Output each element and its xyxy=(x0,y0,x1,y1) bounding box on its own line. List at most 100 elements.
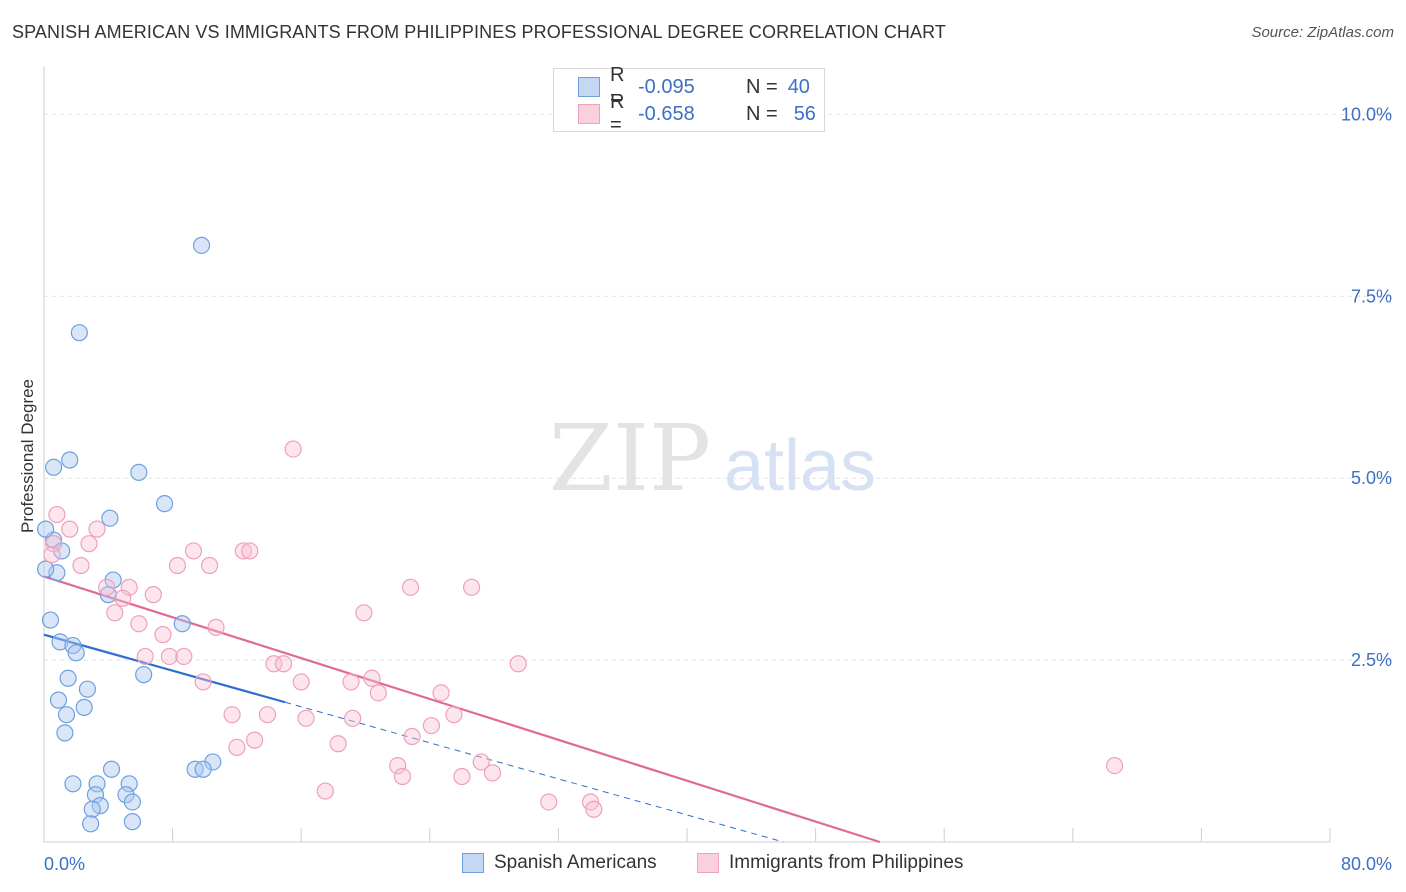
legend-swatch-pink xyxy=(578,104,600,124)
philippines-point xyxy=(483,764,502,782)
philippines-point xyxy=(144,586,162,604)
r-value: -0.658 xyxy=(638,102,695,125)
philippines-point xyxy=(585,800,603,818)
philippines-point xyxy=(1105,756,1124,775)
spanish-american-point xyxy=(75,698,93,716)
n-value: 40 xyxy=(787,75,810,98)
spanish-american-point xyxy=(123,813,142,831)
data-points xyxy=(37,236,1124,833)
philippines-point xyxy=(258,706,277,724)
r-value: -0.095 xyxy=(638,75,695,98)
philippines-point xyxy=(329,735,347,753)
spanish-american-point xyxy=(135,666,153,684)
philippines-point xyxy=(160,647,178,666)
philippines-point xyxy=(453,767,471,786)
n-label: N = xyxy=(746,75,778,98)
philippines-point xyxy=(265,655,283,673)
spanish-american-point xyxy=(37,560,55,578)
watermark-atlas: atlas xyxy=(724,426,876,506)
axes xyxy=(43,66,1331,843)
spanish-american-point xyxy=(59,669,77,687)
n-value: 56 xyxy=(793,102,816,125)
spanish-american-point xyxy=(91,797,109,815)
spanish-american-point xyxy=(41,611,60,629)
spanish-american-point xyxy=(70,324,88,342)
legend-swatch-blue xyxy=(578,77,600,97)
legend-label: Immigrants from Philippines xyxy=(729,852,964,873)
philippines-point xyxy=(445,706,463,724)
grid-lines xyxy=(44,113,1392,661)
philippines-point xyxy=(175,647,193,666)
spanish-american-point xyxy=(194,760,212,778)
philippines-point xyxy=(106,604,124,622)
philippines-point xyxy=(43,545,61,564)
x-tick-label: 0.0% xyxy=(44,854,85,874)
legend-row-philippines: R = -0.658 N = 56 xyxy=(578,91,816,136)
philippines-point xyxy=(355,604,373,622)
legend-row-spanish: R = -0.095 N = 40 xyxy=(578,64,810,109)
trend-lines xyxy=(43,575,881,844)
philippines-point xyxy=(98,578,116,596)
philippines-point xyxy=(88,520,106,538)
philippines-point xyxy=(223,706,241,724)
philippines-point xyxy=(369,684,387,702)
philippines-point xyxy=(389,756,407,775)
philippines-point xyxy=(184,542,203,560)
philippines-point xyxy=(401,578,420,596)
philippines-point xyxy=(284,440,302,458)
r-label: R = xyxy=(610,91,625,136)
spanish-american-point xyxy=(37,520,55,538)
r-label: R = xyxy=(610,64,625,109)
watermark: ZIP atlas xyxy=(549,405,876,512)
spanish-american-point xyxy=(88,775,106,793)
philippines-point xyxy=(120,578,138,596)
philippines-point xyxy=(45,535,63,553)
y-tick-label: 7.5% xyxy=(1351,286,1392,306)
philippines-point xyxy=(422,716,441,735)
spanish-american-point xyxy=(101,509,119,527)
y-tick-label: 2.5% xyxy=(1351,650,1392,670)
philippines-point xyxy=(274,655,293,673)
philippines-point xyxy=(509,655,527,673)
philippines-point xyxy=(342,673,360,691)
philippines-point xyxy=(207,618,225,636)
philippines-point xyxy=(292,673,310,691)
philippines-point xyxy=(393,767,412,786)
philippines-point xyxy=(72,556,90,575)
spanish-american-point xyxy=(64,775,82,793)
philippines-point xyxy=(245,731,264,749)
spanish-american-point xyxy=(192,236,211,254)
spanish-american-point xyxy=(123,793,142,811)
spanish-american-point xyxy=(120,775,138,793)
legend-label: Spanish Americans xyxy=(494,852,657,873)
spanish-american-point xyxy=(48,564,66,582)
stats-legend: R = -0.095 N = 40 R = -0.658 N = 56 xyxy=(553,64,825,136)
spanish-american-point xyxy=(45,458,63,476)
philippines-point xyxy=(154,626,172,644)
chart-title: SPANISH AMERICAN VS IMMIGRANTS FROM PHIL… xyxy=(12,22,946,42)
legend-spanish-americans: Spanish Americans xyxy=(462,852,657,874)
philippines-point xyxy=(363,669,381,687)
philippines-point xyxy=(200,556,219,575)
source-label: Source: ZipAtlas.com xyxy=(1251,24,1394,41)
philippines-point xyxy=(432,684,450,702)
philippines-point xyxy=(130,615,148,633)
spanish-american-point xyxy=(67,644,85,662)
spanish-american-point xyxy=(155,495,174,513)
philippines-point xyxy=(344,709,362,727)
spanish-american-point xyxy=(49,691,68,709)
philippines-point xyxy=(241,542,259,560)
philippines-point xyxy=(228,738,246,757)
legend-swatch-pink xyxy=(697,853,719,873)
spanish-american-point xyxy=(83,800,101,818)
legend-swatch-blue xyxy=(462,853,484,873)
spanish-american-point xyxy=(78,680,97,698)
spanish-american-point xyxy=(51,633,69,651)
philippines-point xyxy=(316,782,334,800)
philippines-point xyxy=(540,793,558,811)
philippines-point xyxy=(403,727,421,746)
x-tick-label: 80.0% xyxy=(1341,854,1392,874)
spanish-american-point xyxy=(57,706,76,724)
tick-labels: 2.5% 5.0% 7.5% 10.0% 0.0% 80.0% xyxy=(44,104,1392,874)
